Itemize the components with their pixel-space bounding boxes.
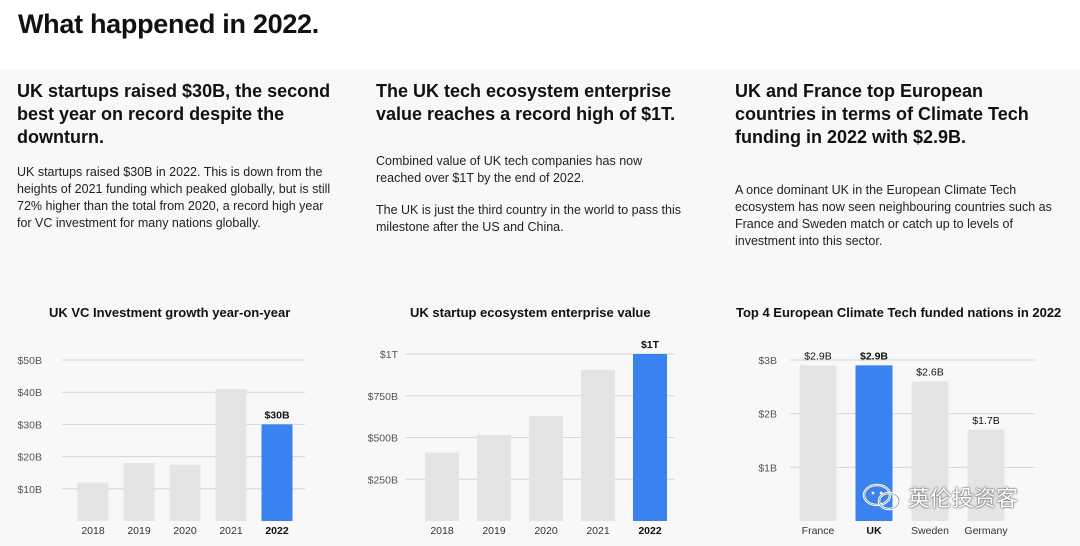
x-tick-label: 2021 (586, 525, 610, 537)
column-heading: UK and France top European countries in … (735, 81, 1029, 147)
column-climate-tech: UK and France top European countries in … (735, 80, 1060, 250)
vc-investment-chart: $10B $20B $30B $40B $50B 2018 2019 2020 2021 2022… (17, 355, 305, 537)
chart-title: Top 4 European Climate Tech funded natio… (736, 305, 1062, 320)
bar (169, 464, 201, 521)
y-tick-label: $10B (17, 484, 42, 496)
y-tick-label: $1T (380, 349, 399, 361)
data-label: $2.9B (860, 350, 888, 362)
data-label: $2.9B (804, 350, 831, 362)
watermark: 英伦投资客 (862, 481, 1018, 513)
bar (529, 415, 563, 521)
column-heading: The UK tech ecosystem enterprise value r… (376, 81, 676, 124)
wechat-logo-icon (862, 483, 901, 511)
x-tick-label: 2018 (430, 525, 454, 537)
bar (911, 381, 949, 521)
bar (855, 365, 893, 521)
bar (123, 463, 155, 521)
chart-title: UK VC Investment growth year-on-year (49, 305, 291, 320)
column-paragraph: The UK is just the third country in the … (376, 203, 681, 234)
y-tick-label: $30B (17, 419, 42, 431)
x-tick-label: 2022 (265, 525, 289, 537)
y-tick-label: $250B (368, 474, 398, 486)
x-tick-label: 2019 (127, 525, 151, 537)
y-tick-label: $500B (368, 433, 398, 445)
data-label: $30B (264, 409, 290, 421)
column-heading: UK startups raised $30B, the second best… (17, 81, 331, 147)
x-tick-label: 2022 (638, 525, 662, 537)
bar (967, 429, 1005, 521)
y-tick-label: $40B (17, 387, 42, 399)
column-vc-funding: UK startups raised $30B, the second best… (17, 80, 337, 232)
y-tick-label: $50B (17, 355, 42, 367)
x-tick-label: 2020 (173, 525, 197, 537)
column-paragraph: A once dominant UK in the European Clima… (735, 183, 1052, 248)
y-tick-label: $2B (758, 409, 777, 421)
x-tick-label: Sweden (911, 525, 949, 537)
bar (633, 354, 667, 521)
y-tick-label: $20B (17, 452, 42, 464)
y-tick-label: $750B (368, 391, 398, 403)
bar (477, 434, 511, 521)
x-tick-label: UK (866, 525, 882, 537)
x-tick-label: France (802, 525, 835, 537)
bar (581, 369, 615, 521)
chart-title: UK startup ecosystem enterprise value (410, 305, 651, 320)
bar (425, 452, 459, 521)
page-title: What happened in 2022. (18, 9, 319, 39)
data-label: $1.7B (972, 415, 999, 427)
bar (799, 365, 837, 521)
x-tick-label: 2021 (219, 525, 243, 537)
data-label: $2.6B (916, 366, 943, 378)
data-label: $1T (641, 339, 660, 351)
enterprise-value-chart: $250B $500B $750B $1T 2018 2019 2020 2021 2022 $1… (368, 339, 675, 537)
climate-tech-chart: $1B $2B $3B France $2.9B UK $2.9B Sweden $2.6B Ge… (758, 350, 1035, 537)
bar (215, 388, 247, 521)
column-paragraph: Combined value of UK tech companies has … (376, 154, 643, 185)
watermark-text: 英伦投资客 (908, 487, 1019, 512)
x-tick-label: 2019 (482, 525, 506, 537)
x-tick-label: 2018 (81, 525, 105, 537)
bar (261, 424, 293, 521)
x-tick-label: Germany (964, 525, 1008, 537)
bar (77, 482, 109, 521)
x-tick-label: 2020 (534, 525, 558, 537)
column-enterprise-value: The UK tech ecosystem enterprise value r… (376, 80, 686, 236)
y-tick-label: $3B (758, 355, 777, 367)
y-tick-label: $1B (758, 462, 777, 474)
column-paragraph: UK startups raised $30B in 2022. This is… (17, 165, 331, 230)
